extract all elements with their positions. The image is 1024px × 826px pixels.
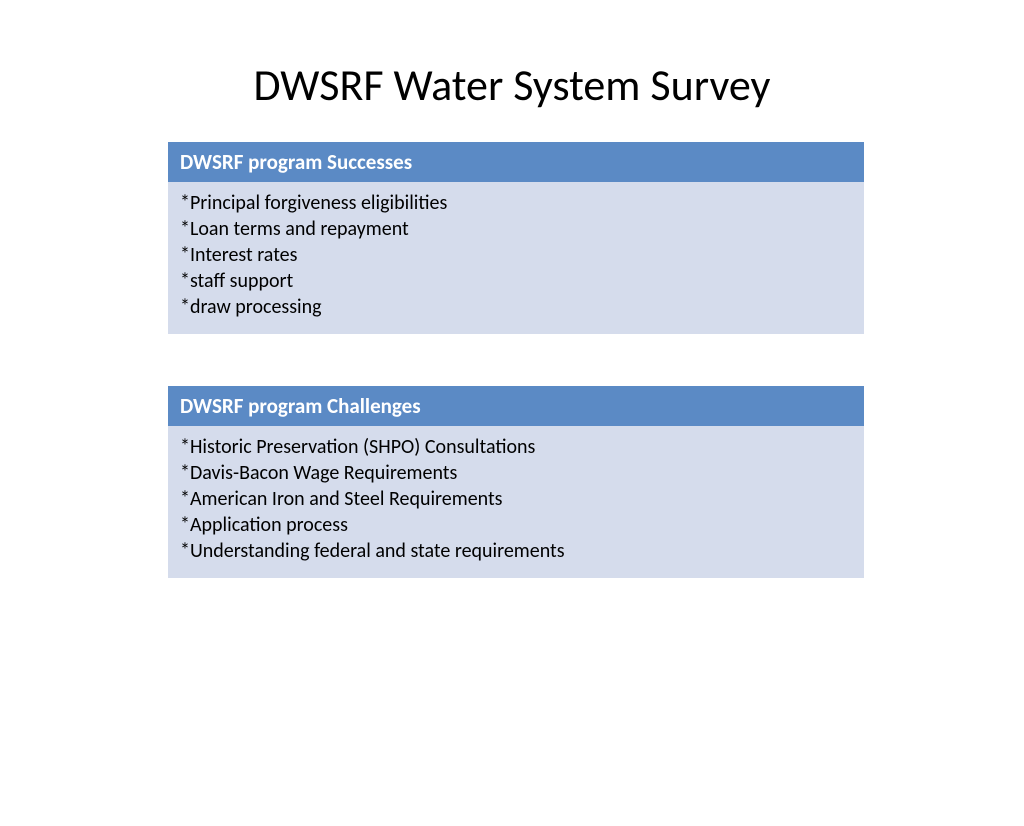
panel-challenges: DWSRF program Challenges *Historic Prese… <box>168 386 864 578</box>
panel-successes: DWSRF program Successes *Principal forgi… <box>168 142 864 334</box>
list-item: *Understanding federal and state require… <box>180 538 852 564</box>
panel-body-challenges: *Historic Preservation (SHPO) Consultati… <box>168 426 864 578</box>
list-item: *Loan terms and repayment <box>180 216 852 242</box>
panel-header-successes: DWSRF program Successes <box>168 142 864 182</box>
list-item: *Interest rates <box>180 242 852 268</box>
panel-header-challenges: DWSRF program Challenges <box>168 386 864 426</box>
panel-body-successes: *Principal forgiveness eligibilities *Lo… <box>168 182 864 334</box>
list-item: *staff support <box>180 268 852 294</box>
slide-title: DWSRF Water System Survey <box>0 58 1024 112</box>
panels-container: DWSRF program Successes *Principal forgi… <box>0 142 1024 578</box>
list-item: *Historic Preservation (SHPO) Consultati… <box>180 434 852 460</box>
list-item: *Principal forgiveness eligibilities <box>180 190 852 216</box>
list-item: *American Iron and Steel Requirements <box>180 486 852 512</box>
list-item: *Application process <box>180 512 852 538</box>
list-item: *Davis-Bacon Wage Requirements <box>180 460 852 486</box>
list-item: *draw processing <box>180 294 852 320</box>
